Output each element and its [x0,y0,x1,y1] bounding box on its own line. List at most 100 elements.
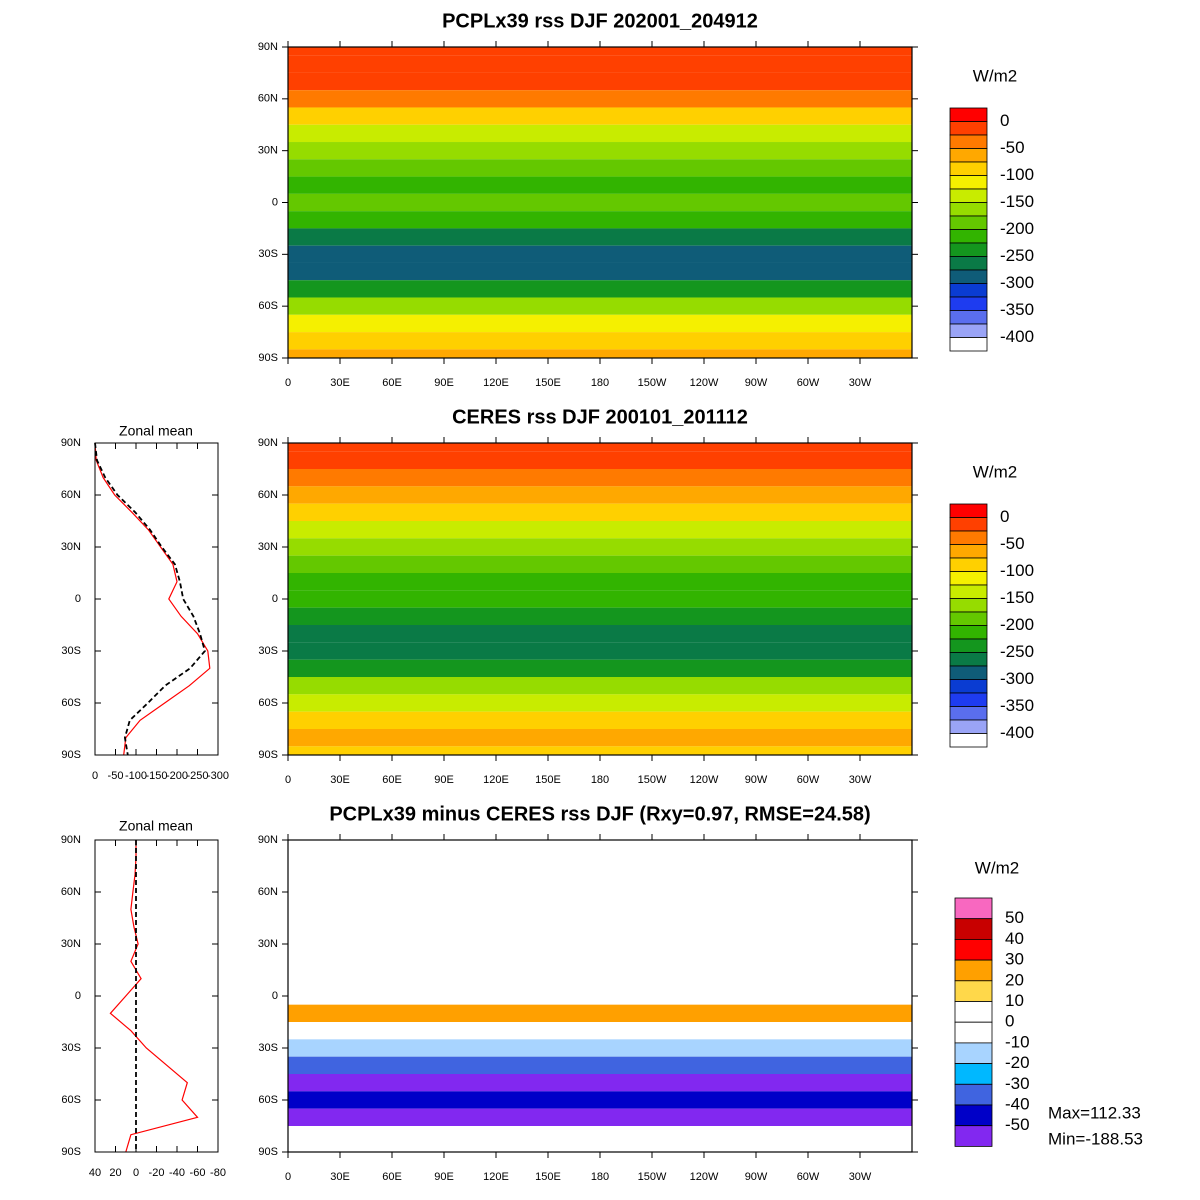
colorbar-box [949,625,988,640]
y-tick-label: 30S [258,645,278,657]
colorbar-box [949,310,988,325]
map-title: CERES rss DJF 200101_201112 [452,406,748,428]
map-band [288,866,912,884]
x-tick-label: 40 [89,1167,101,1179]
colorbar-label: 40 [1005,929,1024,948]
y-tick-label: 90S [258,749,278,761]
colorbar-box [949,242,988,257]
y-tick-label: 0 [272,196,278,208]
map-band [288,555,912,573]
map-band [288,883,912,901]
map-title: PCPLx39 rss DJF 202001_204912 [442,10,758,32]
colorbar-label: 0 [1000,111,1009,130]
zonal-frame [94,839,219,1153]
x-tick-label: -40 [169,1167,185,1179]
x-tick-label: 60E [382,774,402,786]
zonal-title: Zonal mean [119,423,193,439]
colorbar-label: -200 [1000,219,1034,238]
y-tick-label: 60S [61,697,81,709]
x-tick-label: 60E [382,1171,402,1183]
colorbar-box [949,638,988,653]
x-tick-label: 0 [285,774,291,786]
colorbar-label: -350 [1000,696,1034,715]
colorbar-box [954,1001,993,1023]
x-tick-label: -150 [145,770,167,782]
x-tick-label: 150W [638,774,667,786]
colorbar-label: -200 [1000,615,1034,634]
x-tick-label: -60 [190,1167,206,1179]
map-band [288,1126,912,1144]
colorbar-box [949,134,988,149]
map-band [288,590,912,608]
colorbar-box [954,897,993,920]
y-tick-label: 90N [258,41,278,53]
map-band [288,970,912,988]
map-band [288,711,912,729]
x-tick-label: -300 [207,770,229,782]
map-band [288,142,912,160]
map-band [288,729,912,747]
colorbar-label: -250 [1000,642,1034,661]
x-tick-label: -50 [108,770,124,782]
colorbar-box [949,188,988,203]
y-tick-label: 90N [258,437,278,449]
colorbar-title: W/m2 [973,66,1017,85]
map-band [288,1004,912,1022]
colorbar-label: -20 [1005,1053,1030,1072]
map-band [288,1074,912,1092]
colorbar-title: W/m2 [973,462,1017,481]
map-band [288,469,912,487]
colorbar-box [949,202,988,217]
colorbar-box [949,337,988,352]
y-tick-label: 0 [272,990,278,1002]
colorbar-box [949,706,988,721]
x-tick-label: 150E [535,377,561,389]
colorbar-box [949,611,988,626]
x-tick-label: 150E [535,774,561,786]
colorbar-box [949,557,988,572]
map-band [288,987,912,1005]
y-tick-label: 30S [61,1042,81,1054]
y-tick-label: 60S [61,1094,81,1106]
map-band [288,538,912,556]
colorbar-box [949,256,988,271]
map-band [288,918,912,936]
colorbar-box [949,517,988,532]
y-tick-label: 30N [61,938,81,950]
colorbar-box [949,148,988,163]
colorbar-label: -300 [1000,273,1034,292]
map-band [288,573,912,591]
colorbar-label: -150 [1000,588,1034,607]
colorbar-box [949,503,988,518]
colorbar-box [949,665,988,680]
colorbar-label: 20 [1005,970,1024,989]
x-tick-label: 180 [591,774,609,786]
colorbar-box [949,107,988,122]
colorbar-label: 0 [1005,1012,1014,1031]
colorbar-box [949,229,988,244]
zonal-line [109,840,199,1153]
x-tick-label: 120E [483,774,509,786]
map-band [288,443,912,452]
map-band [288,124,912,143]
colorbar-label: -350 [1000,300,1034,319]
map-band [288,677,912,695]
x-tick-label: 30W [849,377,872,389]
y-tick-label: 30S [258,1042,278,1054]
y-tick-label: 90N [61,834,81,846]
colorbar-box [949,269,988,284]
map-band [288,900,912,918]
y-tick-label: 30N [258,145,278,157]
x-tick-label: 120W [690,774,719,786]
colorbar-label: -50 [1000,534,1025,553]
y-tick-label: 0 [75,593,81,605]
annotation: Max=112.33 [1048,1103,1141,1122]
colorbar-box [949,530,988,545]
map-band [288,280,912,298]
colorbar-box [949,283,988,298]
colorbar-box [949,733,988,748]
x-tick-label: 30E [330,377,350,389]
x-tick-label: 60W [797,1171,820,1183]
y-tick-label: 90S [258,352,278,364]
colorbar-box [949,296,988,311]
